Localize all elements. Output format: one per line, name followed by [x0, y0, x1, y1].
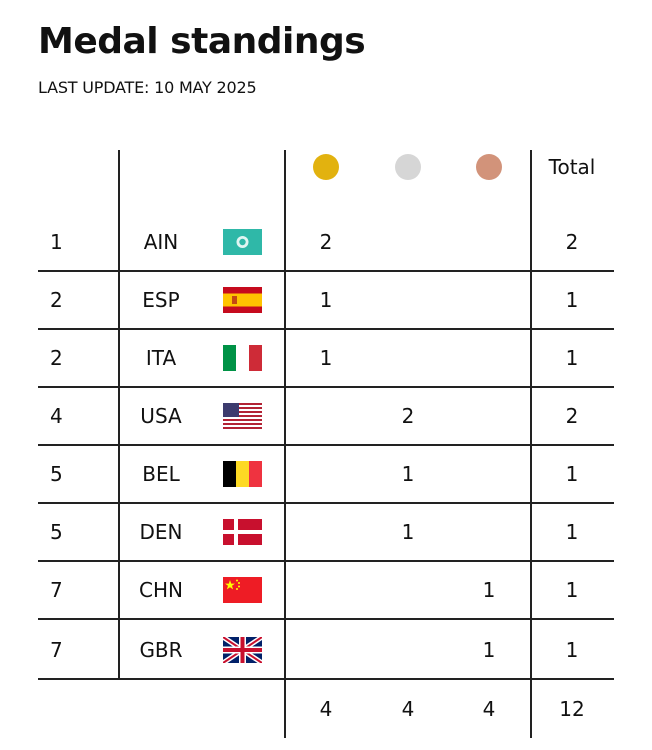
row-divider — [38, 386, 614, 388]
country-code-cell: BEL — [142, 462, 180, 486]
belgium-flag-icon — [223, 461, 262, 487]
total-header: Total — [548, 155, 596, 179]
country-code-cell: USA — [140, 404, 182, 428]
gold-medal-icon — [313, 154, 339, 180]
country-code-cell: AIN — [143, 230, 179, 254]
china-flag-icon — [223, 577, 262, 603]
total-count-cell: 2 — [565, 230, 579, 254]
total-count-cell: 1 — [565, 638, 579, 662]
silver-count-cell: 1 — [401, 520, 415, 544]
italy-flag-icon — [223, 345, 262, 371]
last-update-label: LAST UPDATE: 10 MAY 2025 — [38, 78, 257, 97]
page-title: Medal standings — [38, 21, 366, 62]
bronze-total-cell: 4 — [482, 697, 496, 721]
gold-count-cell: 1 — [319, 288, 333, 312]
country-code-cell: ESP — [142, 288, 180, 312]
row-divider — [38, 444, 614, 446]
gold-count-cell: 1 — [319, 346, 333, 370]
denmark-flag-icon — [223, 519, 262, 545]
gold-total-cell: 4 — [319, 697, 333, 721]
row-divider — [38, 328, 614, 330]
usa-flag-icon — [223, 403, 262, 429]
rank-cell: 2 — [50, 346, 63, 370]
bronze-count-cell: 1 — [482, 638, 496, 662]
row-divider — [38, 560, 614, 562]
bronze-count-cell: 1 — [482, 578, 496, 602]
gold-count-cell: 2 — [319, 230, 333, 254]
country-code-cell: DEN — [139, 520, 183, 544]
total-count-cell: 1 — [565, 346, 579, 370]
row-divider — [38, 270, 614, 272]
country-code-cell: ITA — [145, 346, 177, 370]
country-code-cell: CHN — [139, 578, 183, 602]
grand-total-cell: 12 — [559, 697, 585, 721]
spain-flag-icon — [223, 287, 262, 313]
row-divider — [38, 678, 614, 680]
silver-total-cell: 4 — [401, 697, 415, 721]
silver-count-cell: 2 — [401, 404, 415, 428]
country-code-cell: GBR — [139, 638, 183, 662]
silver-count-cell: 1 — [401, 462, 415, 486]
ain-flag-icon — [223, 229, 262, 255]
total-count-cell: 1 — [565, 462, 579, 486]
row-divider — [38, 618, 614, 620]
rank-cell: 5 — [50, 462, 63, 486]
total-count-cell: 2 — [565, 404, 579, 428]
rank-cell: 7 — [50, 638, 63, 662]
total-count-cell: 1 — [565, 520, 579, 544]
total-count-cell: 1 — [565, 578, 579, 602]
rank-cell: 4 — [50, 404, 63, 428]
bronze-medal-icon — [476, 154, 502, 180]
rank-cell: 5 — [50, 520, 63, 544]
silver-medal-icon — [395, 154, 421, 180]
row-divider — [38, 502, 614, 504]
total-count-cell: 1 — [565, 288, 579, 312]
rank-cell: 7 — [50, 578, 63, 602]
rank-cell: 1 — [50, 230, 63, 254]
rank-cell: 2 — [50, 288, 63, 312]
column-divider — [118, 150, 120, 680]
uk-flag-icon — [223, 637, 262, 663]
